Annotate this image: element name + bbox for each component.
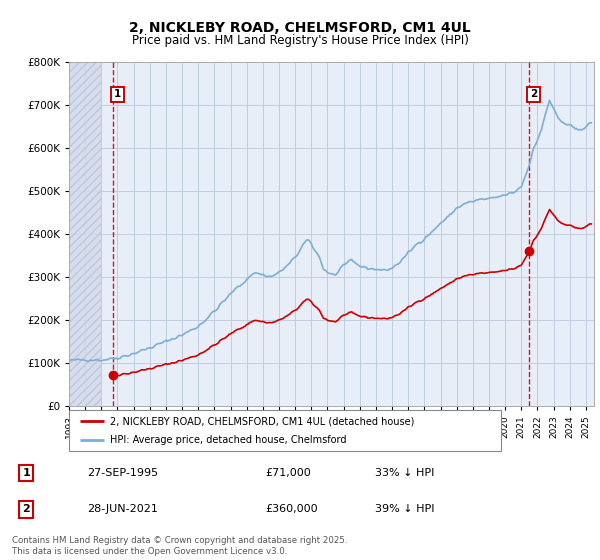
2, NICKLEBY ROAD, CHELMSFORD, CM1 4UL (detached house) [375,315,382,321]
Line: HPI: Average price, detached house, Chelmsford: HPI: Average price, detached house, Chel… [69,100,592,361]
Text: 1: 1 [23,468,30,478]
Text: 2, NICKLEBY ROAD, CHELMSFORD, CM1 4UL (detached house): 2, NICKLEBY ROAD, CHELMSFORD, CM1 4UL (d… [110,417,415,426]
HPI: Average price, detached house, Chelmsford: (2.02e+03, 5.86e+05): Average price, detached house, Chelmsfor… [529,151,536,157]
Text: 2: 2 [530,89,537,99]
Text: 39% ↓ HPI: 39% ↓ HPI [375,505,434,515]
Bar [69,62,101,406]
HPI: Average price, detached house, Chelmsford: (2.02e+03, 4.95e+05): Average price, detached house, Chelmsfor… [507,189,514,196]
Text: Price paid vs. HM Land Registry's House Price Index (HPI): Price paid vs. HM Land Registry's House … [131,34,469,46]
2, NICKLEBY ROAD, CHELMSFORD, CM1 4UL (detached house) [588,221,595,227]
2, NICKLEBY ROAD, CHELMSFORD, CM1 4UL (detached house) [189,353,196,360]
HPI: Average price, detached house, Chelmsford: (2.02e+03, 4.35e+05): Average price, detached house, Chelmsfor… [442,215,449,222]
FancyBboxPatch shape [69,410,501,451]
HPI: Average price, detached house, Chelmsford: (2.02e+03, 4.72e+05): Average price, detached house, Chelmsfor… [464,199,471,206]
Text: HPI: Average price, detached house, Chelmsford: HPI: Average price, detached house, Chel… [110,435,347,445]
Text: 33% ↓ HPI: 33% ↓ HPI [375,468,434,478]
Text: 27-SEP-1995: 27-SEP-1995 [87,468,158,478]
2, NICKLEBY ROAD, CHELMSFORD, CM1 4UL (detached house) [546,206,553,213]
HPI: Average price, detached house, Chelmsford: (1.99e+03, 1.05e+05): Average price, detached house, Chelmsfor… [65,357,73,364]
Text: £360,000: £360,000 [265,505,318,515]
2, NICKLEBY ROAD, CHELMSFORD, CM1 4UL (detached house) [111,372,118,379]
Line: 2, NICKLEBY ROAD, CHELMSFORD, CM1 4UL (detached house): 2, NICKLEBY ROAD, CHELMSFORD, CM1 4UL (d… [115,209,592,376]
Text: £71,000: £71,000 [265,468,311,478]
2, NICKLEBY ROAD, CHELMSFORD, CM1 4UL (detached house) [538,225,545,231]
2, NICKLEBY ROAD, CHELMSFORD, CM1 4UL (detached house) [149,365,156,372]
HPI: Average price, detached house, Chelmsford: (2.02e+03, 7.1e+05): Average price, detached house, Chelmsfor… [546,97,553,104]
Text: 2: 2 [23,505,30,515]
HPI: Average price, detached house, Chelmsford: (2.01e+03, 3.64e+05): Average price, detached house, Chelmsfor… [310,246,317,253]
2, NICKLEBY ROAD, CHELMSFORD, CM1 4UL (detached house) [114,372,121,379]
HPI: Average price, detached house, Chelmsford: (1.99e+03, 1.04e+05): Average price, detached house, Chelmsfor… [84,358,91,365]
Text: 28-JUN-2021: 28-JUN-2021 [87,505,158,515]
Text: Contains HM Land Registry data © Crown copyright and database right 2025.
This d: Contains HM Land Registry data © Crown c… [12,536,347,556]
Text: 1: 1 [114,89,121,99]
2, NICKLEBY ROAD, CHELMSFORD, CM1 4UL (detached house) [346,309,353,316]
HPI: Average price, detached house, Chelmsford: (2.03e+03, 6.58e+05): Average price, detached house, Chelmsfor… [588,119,595,126]
HPI: Average price, detached house, Chelmsford: (2.01e+03, 3.29e+05): Average price, detached house, Chelmsfor… [353,261,361,268]
Text: 2, NICKLEBY ROAD, CHELMSFORD, CM1 4UL: 2, NICKLEBY ROAD, CHELMSFORD, CM1 4UL [129,21,471,35]
2, NICKLEBY ROAD, CHELMSFORD, CM1 4UL (detached house) [223,334,230,340]
